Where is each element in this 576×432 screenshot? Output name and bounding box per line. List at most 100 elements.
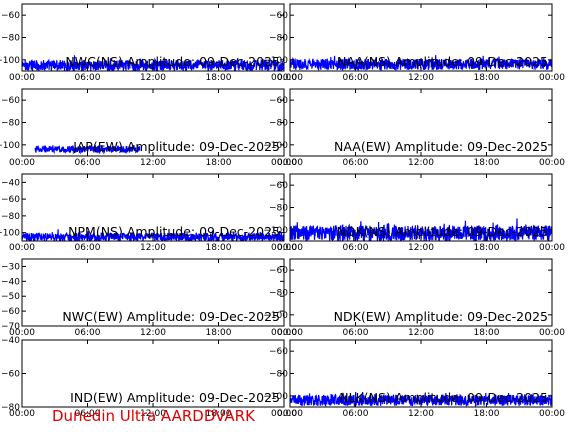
y-tick-label: −80 [1, 119, 20, 129]
x-tick-label: 18:00 [206, 73, 232, 83]
y-tick-label: −60 [269, 11, 288, 21]
y-tick-label: −60 [1, 96, 20, 106]
y-tick-label: −60 [269, 347, 288, 357]
y-tick-label: −60 [269, 96, 288, 106]
y-tick-label: −40 [1, 178, 20, 188]
panel-title: NDK(NS) Amplitude: 09-Dec-2025 [337, 224, 548, 239]
y-tick-label: −80 [269, 370, 288, 380]
y-tick-label: −100 [263, 311, 288, 321]
x-tick-label: 18:00 [474, 243, 500, 253]
x-tick-label: 12:00 [408, 409, 434, 419]
y-tick-label: −100 [0, 56, 20, 66]
x-tick-label: 12:00 [140, 73, 166, 83]
x-tick-label: 18:00 [474, 328, 500, 338]
x-tick-label: 00:00 [9, 328, 35, 338]
x-tick-label: 18:00 [474, 409, 500, 419]
x-tick-label: 12:00 [408, 73, 434, 83]
x-tick-label: 06:00 [343, 243, 369, 253]
y-tick-label: −50 [1, 292, 20, 302]
y-tick-label: −100 [263, 141, 288, 151]
chart-panel-p10: NLK(NS) Amplitude: 09-Dec-2025 −100 −80 −60… [263, 339, 565, 419]
x-tick-label: 06:00 [75, 73, 101, 83]
chart-panel-p3: JAP(EW) Amplitude: 09-Dec-2025−100 −80 −60… [0, 88, 297, 168]
chart-panel-p2: NAA(NS) Amplitude: 09-Dec-2025 −100 −80 −60… [263, 3, 565, 83]
y-tick-label: −60 [269, 181, 288, 191]
y-tick-label: −80 [269, 34, 288, 44]
x-tick-label: 06:00 [343, 328, 369, 338]
series-line [290, 55, 552, 71]
y-tick-label: −100 [263, 226, 288, 236]
x-tick-label: 00:00 [539, 158, 565, 168]
x-tick-label: 00:00 [539, 409, 565, 419]
x-tick-label: 12:00 [140, 409, 166, 419]
y-tick-label: −100 [263, 392, 288, 402]
x-tick-label: 12:00 [140, 158, 166, 168]
chart-panel-p8: NDK(EW) Amplitude: 09-Dec-2025 −100 −80 −60… [263, 258, 565, 338]
x-tick-label: 00:00 [9, 73, 35, 83]
x-tick-label: 00:00 [271, 243, 297, 253]
x-tick-label: 18:00 [206, 158, 232, 168]
y-tick-label: −80 [269, 289, 288, 299]
y-tick-label: −70 [1, 322, 20, 332]
y-tick-label: −80 [1, 212, 20, 222]
x-tick-label: 00:00 [9, 158, 35, 168]
x-tick-label: 12:00 [140, 328, 166, 338]
x-tick-label: 18:00 [206, 243, 232, 253]
series-line [34, 144, 141, 155]
panel-title: NDK(EW) Amplitude: 09-Dec-2025 [334, 309, 548, 324]
x-tick-label: 00:00 [539, 328, 565, 338]
x-tick-label: 06:00 [343, 73, 369, 83]
panel-title: NWC(NS) Amplitude: 09-Dec-2025 [65, 54, 280, 69]
x-tick-label: 00:00 [9, 243, 35, 253]
panel-title: NAA(NS) Amplitude: 09-Dec-2025 [337, 54, 548, 69]
x-tick-label: 00:00 [271, 409, 297, 419]
panel-title: NWC(EW) Amplitude: 09-Dec-2025 [62, 309, 280, 324]
y-tick-label: −30 [1, 262, 20, 272]
y-tick-label: −60 [1, 195, 20, 205]
x-tick-label: 00:00 [277, 158, 303, 168]
x-tick-label: 18:00 [206, 409, 232, 419]
x-tick-label: 12:00 [408, 243, 434, 253]
series-line [290, 218, 552, 241]
chart-panel-p9: IND(EW) Amplitude: 09-Dec-2025 −80 −60 −40 0… [1, 336, 297, 419]
x-tick-label: 06:00 [75, 409, 101, 419]
x-tick-label: 06:00 [75, 243, 101, 253]
x-tick-label: 00:00 [271, 73, 297, 83]
x-tick-label: 00:00 [277, 243, 303, 253]
y-tick-label: −80 [269, 204, 288, 214]
y-tick-label: −80 [269, 119, 288, 129]
x-tick-label: 06:00 [75, 158, 101, 168]
x-tick-label: 00:00 [277, 328, 303, 338]
x-tick-label: 00:00 [271, 328, 297, 338]
x-tick-label: 00:00 [9, 409, 35, 419]
x-tick-label: 00:00 [539, 73, 565, 83]
x-tick-label: 00:00 [539, 243, 565, 253]
chart-panel-p5: NPM(NS) Amplitude: 09-Dec-2025−100−80−60… [0, 173, 297, 253]
panel-title: NLK(NS) Amplitude: 09-Dec-2025 [339, 390, 548, 405]
y-tick-label: −100 [263, 56, 288, 66]
chart-panel-p7: NWC(EW) Amplitude: 09-Dec-2025 −70 −60 −50 −… [1, 258, 297, 338]
chart-panel-p1: NWC(NS) Amplitude: 09-Dec-2025−100−80−60… [0, 3, 297, 83]
y-tick-label: −40 [1, 336, 20, 346]
panel-title: JAP(EW) Amplitude: 09-Dec-2025 [72, 139, 280, 154]
panel-title: NPM(NS) Amplitude: 09-Dec-2025 [68, 224, 280, 239]
x-tick-label: 00:00 [277, 409, 303, 419]
y-tick-label: −60 [1, 307, 20, 317]
y-tick-label: −80 [1, 403, 20, 413]
x-tick-label: 00:00 [271, 158, 297, 168]
x-tick-label: 06:00 [343, 409, 369, 419]
x-tick-label: 12:00 [408, 328, 434, 338]
x-tick-label: 00:00 [277, 73, 303, 83]
x-tick-label: 12:00 [140, 243, 166, 253]
chart-panel-p4: NAA(EW) Amplitude: 09-Dec-2025 −100 −80 −60… [263, 88, 565, 168]
y-tick-label: −60 [269, 266, 288, 276]
x-tick-label: 18:00 [206, 328, 232, 338]
x-tick-label: 12:00 [408, 158, 434, 168]
x-tick-label: 06:00 [75, 328, 101, 338]
y-tick-label: −60 [1, 370, 20, 380]
chart-panel-p6: NDK(NS) Amplitude: 09-Dec-2025 −100 −80 −60… [263, 173, 565, 253]
x-tick-label: 06:00 [343, 158, 369, 168]
y-tick-label: −40 [1, 277, 20, 287]
y-tick-label: −100 [0, 229, 20, 239]
